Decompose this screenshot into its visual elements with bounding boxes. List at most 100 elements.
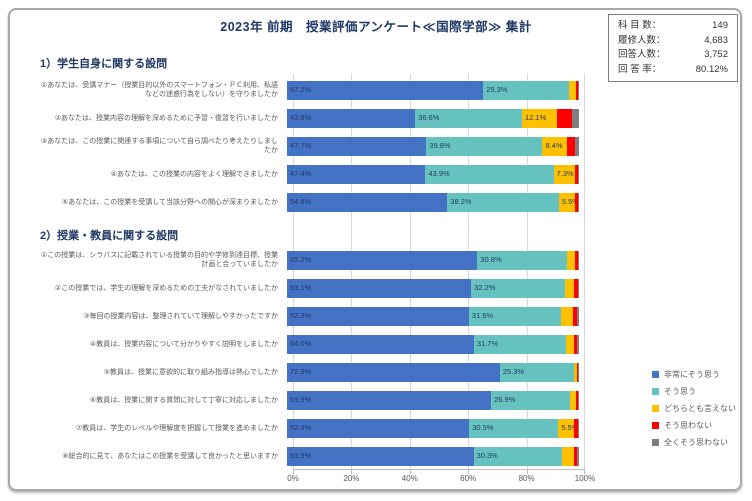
bar-segment-strongly-agree: 63.9% bbox=[287, 446, 474, 466]
bar-segment-neutral bbox=[568, 80, 576, 100]
bar-segment-agree: 30.5% bbox=[469, 418, 559, 438]
stat-label: 回答人数： bbox=[618, 49, 666, 60]
legend-item-disagree: そう思わない bbox=[652, 417, 736, 434]
legend-label: そう思わない bbox=[664, 421, 712, 430]
bar-segment-agree: 32.2% bbox=[471, 278, 566, 298]
stacked-bar: 65.2% 30.8% bbox=[287, 250, 579, 270]
segment-value-label: 36.6% bbox=[418, 113, 440, 123]
segment-value-label: 29.3% bbox=[486, 85, 508, 95]
section-heading: 1）学生自身に関する設問 bbox=[40, 58, 168, 70]
legend-label: 非常にそう思う bbox=[664, 370, 720, 379]
bar-segment-agree: 36.6% bbox=[415, 108, 523, 128]
bar-segment-disagree bbox=[557, 108, 572, 128]
stacked-bar: 69.9% 26.9% bbox=[287, 390, 579, 410]
segment-value-label: 30.3% bbox=[476, 451, 498, 461]
segment-value-label: 26.9% bbox=[494, 395, 516, 405]
bar-segment-strongly-disagree bbox=[577, 164, 579, 184]
legend-item-agree: そう思う bbox=[652, 383, 736, 400]
bar-segment-strongly-agree: 43.9% bbox=[287, 108, 416, 128]
segment-value-label: 7.3% bbox=[556, 169, 574, 179]
gridline bbox=[351, 74, 353, 470]
segment-value-label: 43.9% bbox=[290, 113, 312, 123]
chart-row: ⑧総合的に見て、あなたはこの授業を受講して良かったと思いますか 63.9% 30.3… bbox=[40, 442, 586, 470]
legend-label: そう思う bbox=[664, 387, 696, 396]
stacked-bar: 64.0% 31.7% bbox=[287, 334, 579, 354]
chart-row: ⑦教員は、学生のレベルや理解度を把握して授業を進めましたか 62.4% 30.5% 5… bbox=[40, 414, 586, 442]
segment-value-label: 72.9% bbox=[290, 367, 312, 377]
bar-segment-strongly-agree: 64.0% bbox=[287, 334, 474, 354]
x-tick-label: 60% bbox=[460, 474, 477, 483]
chart-row: ②あなたは、授業内容の理解を深めるために予習・復習を行いましたか 43.9% 36.… bbox=[40, 104, 586, 132]
bar-segment-agree: 31.6% bbox=[468, 306, 562, 326]
segment-value-label: 47.4% bbox=[290, 169, 312, 179]
bar-segment-neutral: 5.5% bbox=[558, 418, 578, 438]
legend-swatch bbox=[652, 388, 659, 395]
stacked-bar: 62.3% 31.6% bbox=[287, 306, 579, 326]
bar-segment-disagree bbox=[574, 418, 578, 438]
stat-row-respondents: 回答人数： 3,752 bbox=[618, 48, 728, 63]
bar-segment-disagree bbox=[574, 278, 578, 298]
stacked-bar: 47.7% 39.8% 8.4% bbox=[287, 136, 579, 156]
gridline-layer bbox=[293, 74, 585, 474]
section-heading: 2）授業・教員に関する設問 bbox=[40, 230, 179, 242]
bar-segment-strongly-agree: 67.2% bbox=[287, 80, 484, 100]
question-label: ①あなたは、受講マナー（授業目的以外のスマートフォン・ＰＣ利用、私語などの迷惑行… bbox=[40, 82, 278, 98]
bar-segment-neutral bbox=[566, 334, 575, 354]
bar-segment-strongly-agree: 47.4% bbox=[287, 164, 426, 184]
legend-swatch bbox=[652, 405, 659, 412]
bar-segment-strongly-disagree bbox=[578, 80, 579, 100]
x-tick-label: 80% bbox=[518, 474, 535, 483]
bar-segment-strongly-agree: 47.7% bbox=[287, 136, 427, 156]
segment-value-label: 47.7% bbox=[290, 141, 312, 151]
summary-stats-box: 科 目 数： 149 履修人数： 4,683 回答人数： 3,752 回 答 率… bbox=[608, 14, 738, 82]
question-label: ⑧総合的に見て、あなたはこの授業を受講して良かったと思いますか bbox=[62, 452, 278, 460]
chart-row: ④教員は、授業内容について分かりやすく説明をしましたか 64.0% 31.7% bbox=[40, 330, 586, 358]
stacked-bar: 43.9% 36.6% 12.1% bbox=[287, 108, 579, 128]
stacked-bar: 72.9% 25.3% bbox=[287, 362, 579, 382]
bar-segment-strongly-agree: 62.3% bbox=[287, 306, 469, 326]
bar-segment-neutral bbox=[569, 390, 577, 410]
bar-segment-strongly-disagree bbox=[577, 334, 579, 354]
bar-segment-disagree bbox=[567, 136, 576, 156]
chart-row: ④あなたは、この授業の内容をよく理解できましたか 47.4% 43.9% 7.3% bbox=[40, 160, 586, 188]
bar-segment-neutral bbox=[562, 446, 574, 466]
bar-segment-disagree bbox=[574, 164, 578, 184]
legend-swatch bbox=[652, 439, 659, 446]
question-label: ④教員は、授業内容について分かりやすく説明をしましたか bbox=[89, 340, 278, 348]
bar-segment-strongly-disagree bbox=[571, 108, 579, 128]
bar-segment-neutral bbox=[561, 306, 573, 326]
bar-segment-strongly-agree: 54.9% bbox=[287, 192, 448, 212]
segment-value-label: 8.4% bbox=[545, 141, 563, 151]
question-label: ③毎回の授業内容は、整理されていて理解しやすかったですか bbox=[83, 312, 278, 320]
question-label: ③あなたは、この授業に関連する事項について自ら調べたり考えたりしましたか bbox=[40, 138, 278, 154]
segment-value-label: 25.3% bbox=[502, 367, 525, 377]
gridline bbox=[526, 74, 528, 470]
segment-value-label: 63.9% bbox=[290, 451, 312, 461]
question-label: ⑤教員は、授業に意欲的に取り組み指導は熱心でしたか bbox=[103, 368, 278, 376]
x-tick-label: 40% bbox=[401, 474, 418, 483]
legend-label: どちらとも言えない bbox=[664, 404, 736, 413]
segment-value-label: 54.9% bbox=[290, 197, 312, 207]
bar-segment-disagree bbox=[574, 250, 578, 270]
axis-tick bbox=[293, 470, 294, 474]
bar-segment-strongly-disagree bbox=[577, 390, 579, 410]
segment-value-label: 69.9% bbox=[290, 395, 312, 405]
x-axis-tick-labels: 0% 20% 40% 60% 80% 100% bbox=[287, 474, 595, 486]
segment-value-label: 30.5% bbox=[472, 423, 494, 433]
stacked-bar: 67.2% 29.3% bbox=[287, 80, 579, 100]
legend-swatch bbox=[652, 422, 659, 429]
stacked-bar: 63.1% 32.2% bbox=[287, 278, 579, 298]
legend-label: 全くそう思わない bbox=[664, 438, 728, 447]
bar-segment-strongly-agree: 63.1% bbox=[287, 278, 472, 298]
chart-row: ③毎回の授業内容は、整理されていて理解しやすかったですか 62.3% 31.6% bbox=[40, 302, 586, 330]
bar-segment-agree: 26.9% bbox=[491, 390, 570, 410]
bar-segment-agree: 31.7% bbox=[473, 334, 567, 354]
bar-segment-neutral bbox=[567, 250, 575, 270]
stat-label: 履修人数： bbox=[618, 34, 666, 46]
question-label: ①この授業は、シラバスに記載されている授業の目的や学修到達目標、授業計画と合って… bbox=[41, 252, 278, 268]
segment-value-label: 39.8% bbox=[429, 141, 451, 151]
bar-segment-strongly-disagree bbox=[577, 250, 579, 270]
segment-value-label: 38.2% bbox=[450, 197, 472, 207]
bar-segment-strongly-disagree bbox=[577, 278, 579, 298]
